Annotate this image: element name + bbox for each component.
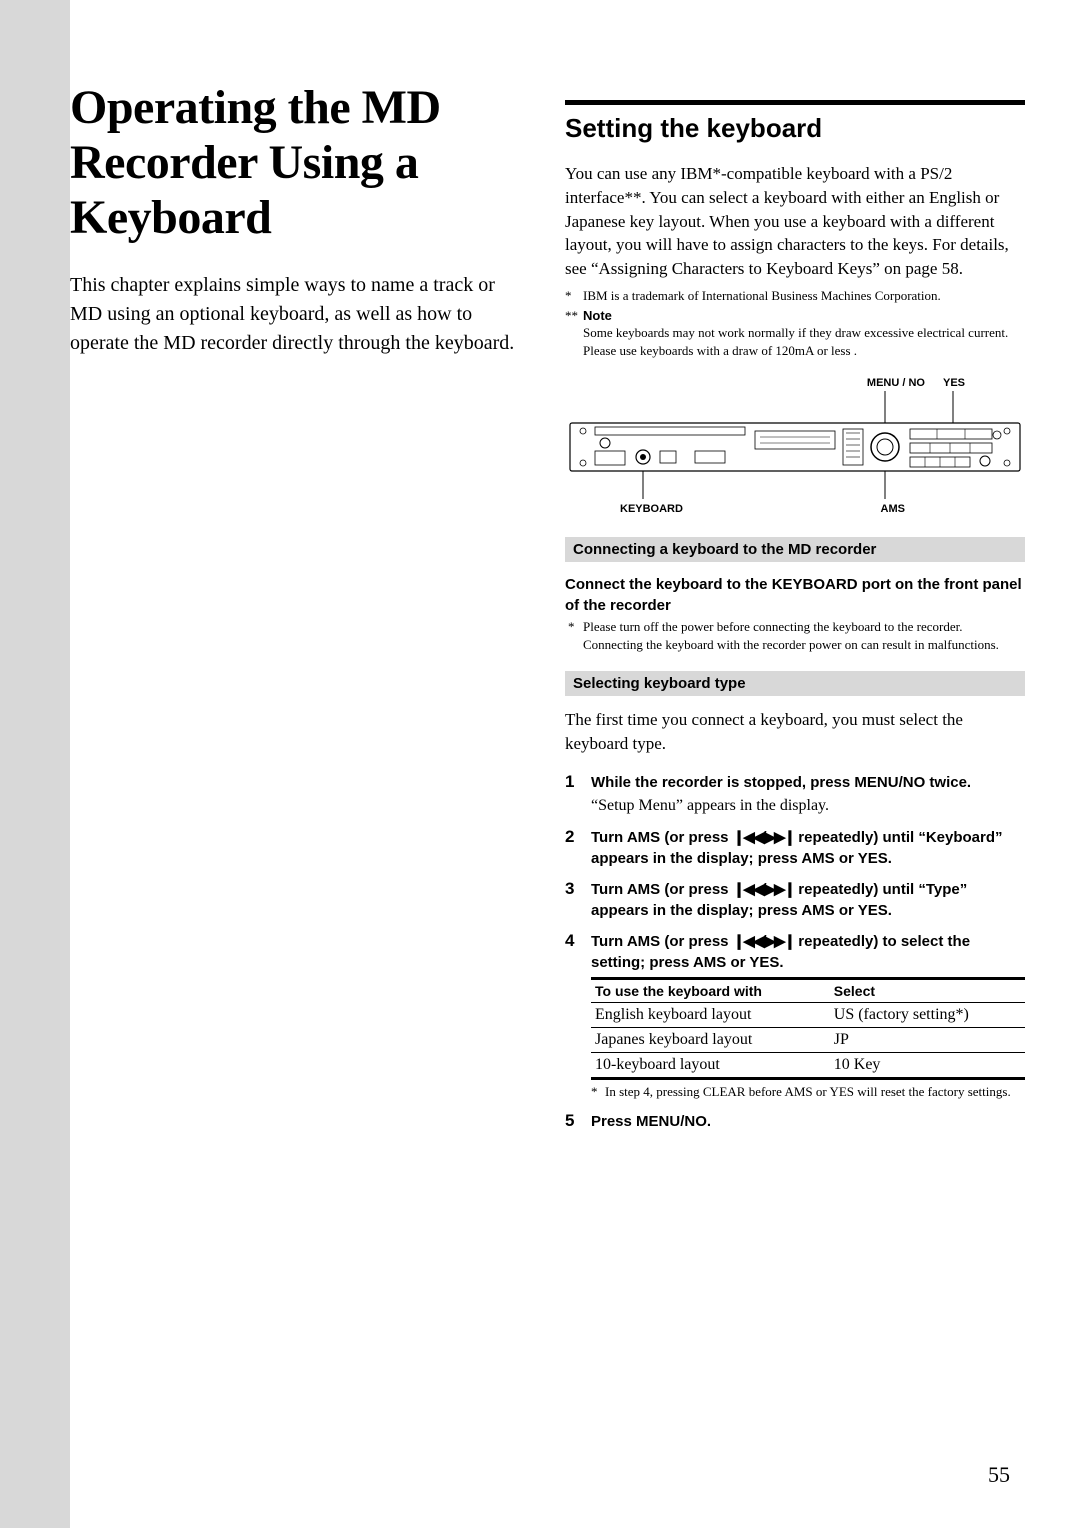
footnote-marker: ** bbox=[565, 307, 578, 325]
step-1: 1 While the recorder is stopped, press M… bbox=[565, 772, 1025, 817]
label-ams: AMS bbox=[881, 503, 905, 515]
selecting-intro: The first time you connect a keyboard, y… bbox=[565, 708, 1025, 756]
section-title: Setting the keyboard bbox=[565, 113, 1025, 144]
label-menu-no: MENU / NO bbox=[867, 377, 925, 389]
recorder-svg bbox=[565, 391, 1025, 501]
connecting-note: * Please turn off the power before conne… bbox=[565, 618, 1025, 653]
footnote-note: ** Note Some keyboards may not work norm… bbox=[583, 307, 1025, 360]
right-column: Setting the keyboard You can use any IBM… bbox=[565, 80, 1025, 1142]
keyboard-type-table: To use the keyboard with Select English … bbox=[591, 977, 1025, 1080]
recorder-diagram: MENU / NO YES bbox=[565, 377, 1025, 515]
table-cell: US (factory setting*) bbox=[830, 1003, 1025, 1028]
footnote-marker: * bbox=[565, 287, 572, 305]
selecting-heading: Selecting keyboard type bbox=[565, 671, 1025, 696]
step-body: “Setup Menu” appears in the display. bbox=[591, 795, 1025, 817]
diagram-top-labels: MENU / NO YES bbox=[565, 377, 1025, 389]
table-header-row: To use the keyboard with Select bbox=[591, 979, 1025, 1003]
step-bold: Press MENU/NO. bbox=[591, 1111, 1025, 1132]
step-bold: Turn AMS (or press ❙◀◀/▶▶❙ repeatedly) u… bbox=[591, 879, 1025, 921]
table-cell: 10 Key bbox=[830, 1053, 1025, 1079]
table-header: To use the keyboard with bbox=[591, 979, 830, 1003]
footnote-ibm: * IBM is a trademark of International Bu… bbox=[583, 287, 1025, 305]
table-footnote: * In step 4, pressing CLEAR before AMS o… bbox=[591, 1083, 1025, 1101]
note-marker: * bbox=[591, 1083, 598, 1101]
manual-page: Operating the MD Recorder Using a Keyboa… bbox=[0, 0, 1080, 1528]
table-header: Select bbox=[830, 979, 1025, 1003]
section-footnotes: * IBM is a trademark of International Bu… bbox=[565, 287, 1025, 359]
step-number: 4 bbox=[565, 931, 574, 951]
step-number: 2 bbox=[565, 827, 574, 847]
table-cell: JP bbox=[830, 1028, 1025, 1053]
table-row: English keyboard layout US (factory sett… bbox=[591, 1003, 1025, 1028]
steps-list: 1 While the recorder is stopped, press M… bbox=[565, 772, 1025, 1132]
note-text: In step 4, pressing CLEAR before AMS or … bbox=[605, 1084, 1011, 1099]
connecting-heading: Connecting a keyboard to the MD recorder bbox=[565, 537, 1025, 562]
table-cell: English keyboard layout bbox=[591, 1003, 830, 1028]
table-row: Japanes keyboard layout JP bbox=[591, 1028, 1025, 1053]
table-row: 10-keyboard layout 10 Key bbox=[591, 1053, 1025, 1079]
section-intro: You can use any IBM*-compatible keyboard… bbox=[565, 162, 1025, 281]
diagram-bottom-labels: KEYBOARD AMS bbox=[565, 501, 1025, 515]
note-marker: * bbox=[568, 618, 575, 636]
page-number: 55 bbox=[988, 1462, 1010, 1488]
section-rule bbox=[565, 100, 1025, 105]
left-column: Operating the MD Recorder Using a Keyboa… bbox=[70, 80, 525, 1142]
step-5: 5 Press MENU/NO. bbox=[565, 1111, 1025, 1132]
step-number: 3 bbox=[565, 879, 574, 899]
footnote-text: IBM is a trademark of International Busi… bbox=[583, 288, 941, 303]
chapter-intro: This chapter explains simple ways to nam… bbox=[70, 271, 525, 358]
left-gray-margin bbox=[0, 0, 70, 1528]
note-text: Please turn off the power before connect… bbox=[583, 619, 999, 652]
two-column-layout: Operating the MD Recorder Using a Keyboa… bbox=[70, 80, 1020, 1142]
footnote-bold: Note bbox=[583, 308, 612, 323]
track-icons: ❙◀◀/▶▶❙ bbox=[733, 933, 794, 950]
step-number: 1 bbox=[565, 772, 574, 792]
step-3: 3 Turn AMS (or press ❙◀◀/▶▶❙ repeatedly)… bbox=[565, 879, 1025, 921]
table-cell: 10-keyboard layout bbox=[591, 1053, 830, 1079]
step-4: 4 Turn AMS (or press ❙◀◀/▶▶❙ repeatedly)… bbox=[565, 931, 1025, 1101]
connecting-bold: Connect the keyboard to the KEYBOARD por… bbox=[565, 574, 1025, 616]
step-bold: Turn AMS (or press ❙◀◀/▶▶❙ repeatedly) t… bbox=[591, 931, 1025, 973]
footnote-text: Some keyboards may not work normally if … bbox=[583, 325, 1008, 358]
step-bold: Turn AMS (or press ❙◀◀/▶▶❙ repeatedly) u… bbox=[591, 827, 1025, 869]
track-icons: ❙◀◀/▶▶❙ bbox=[733, 829, 794, 846]
label-yes: YES bbox=[943, 377, 965, 389]
step-2: 2 Turn AMS (or press ❙◀◀/▶▶❙ repeatedly)… bbox=[565, 827, 1025, 869]
step-number: 5 bbox=[565, 1111, 574, 1131]
label-keyboard: KEYBOARD bbox=[620, 503, 683, 515]
track-icons: ❙◀◀/▶▶❙ bbox=[733, 881, 794, 898]
chapter-title: Operating the MD Recorder Using a Keyboa… bbox=[70, 80, 525, 246]
step-bold: While the recorder is stopped, press MEN… bbox=[591, 772, 1025, 793]
table-cell: Japanes keyboard layout bbox=[591, 1028, 830, 1053]
